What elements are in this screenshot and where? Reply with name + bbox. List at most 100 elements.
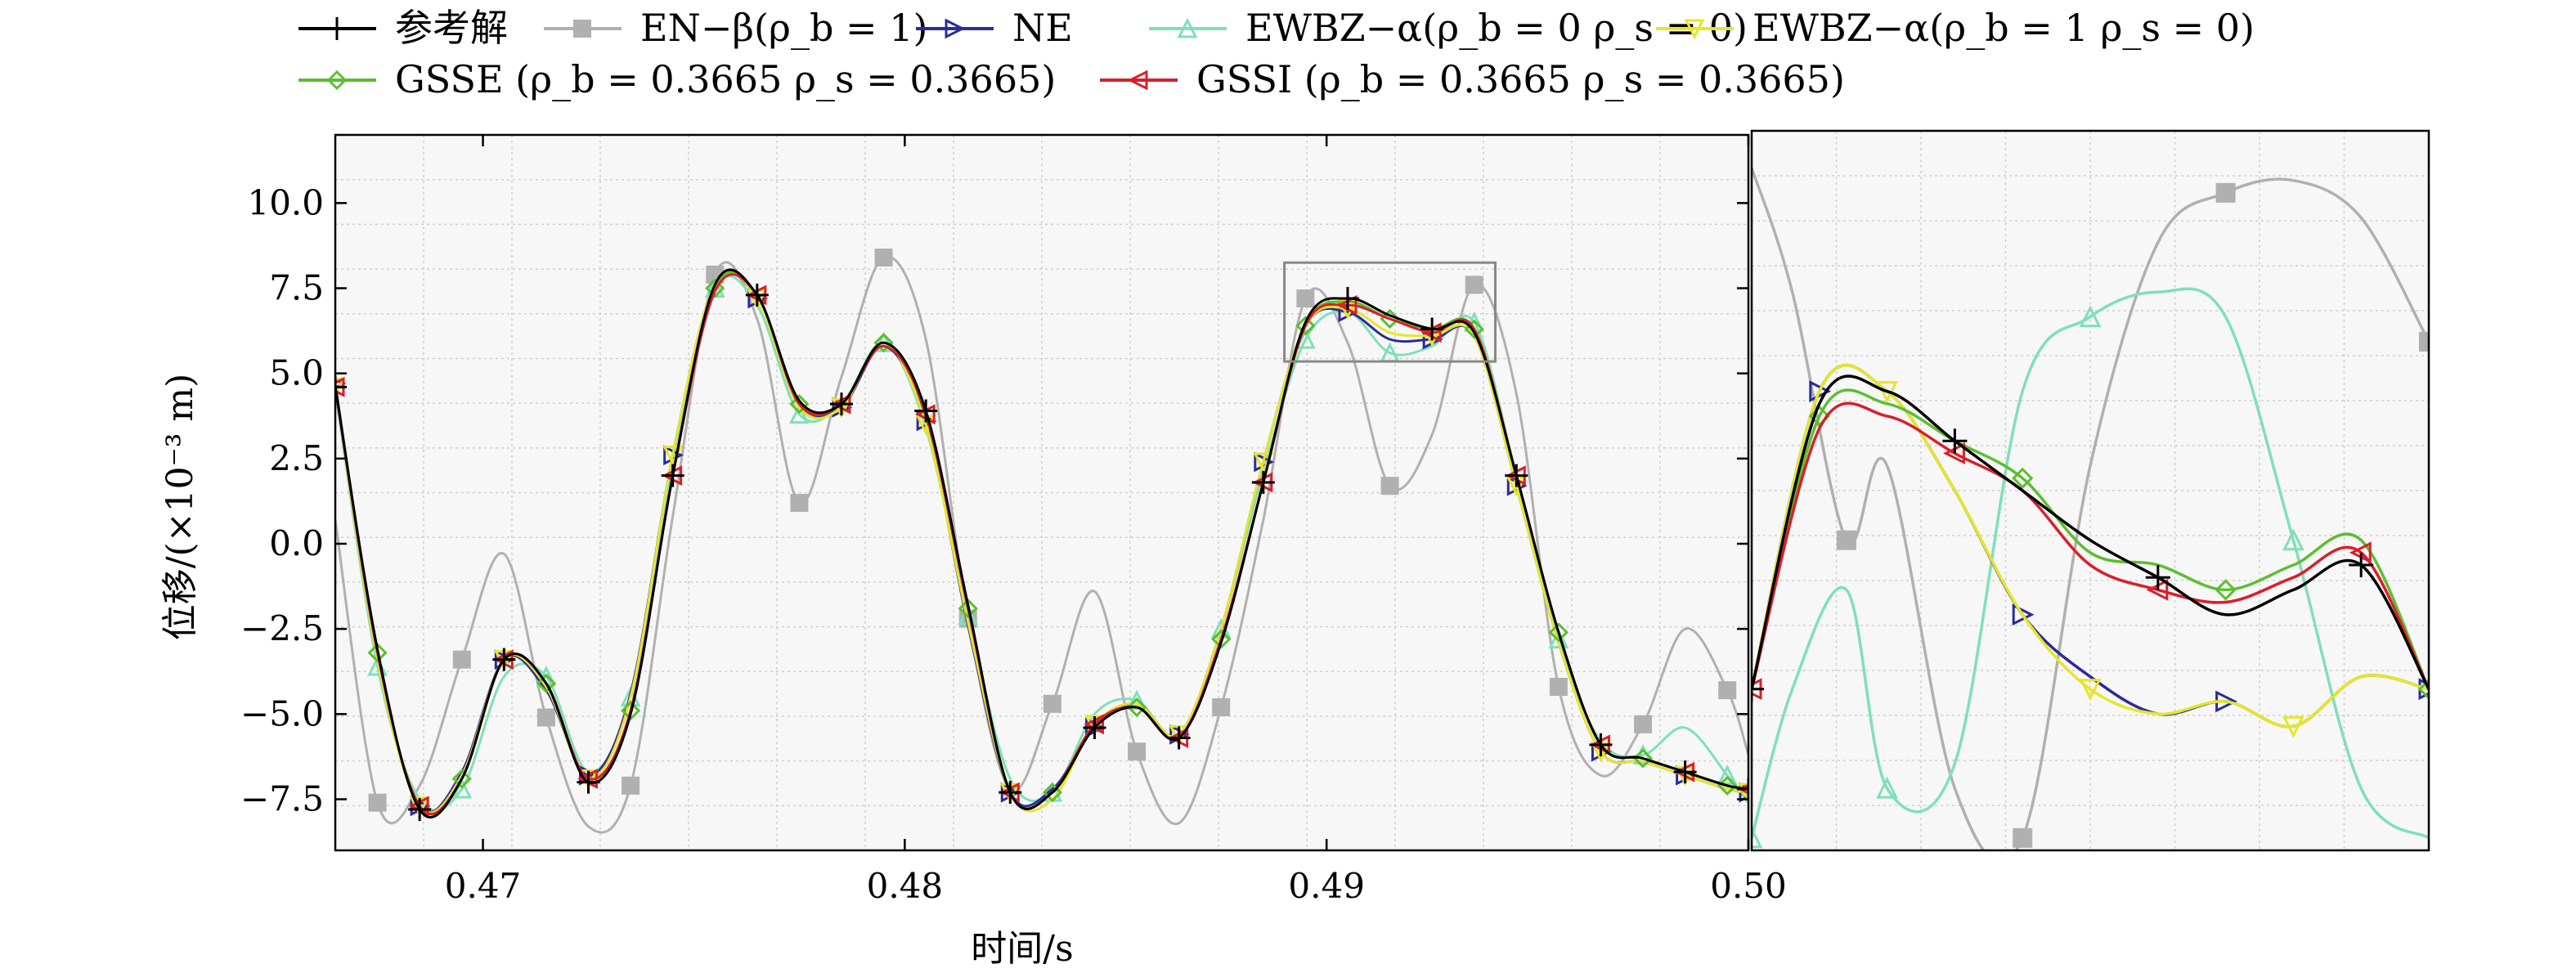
data-point	[1737, 778, 1748, 800]
data-point	[1808, 405, 1830, 428]
data-point	[2215, 182, 2236, 203]
data-point	[874, 249, 893, 267]
data-point	[367, 643, 388, 663]
legend-marker	[325, 17, 348, 40]
data-point	[1335, 287, 1359, 310]
inset-chart	[1750, 129, 2430, 852]
series-line	[335, 255, 1748, 834]
data-point	[1752, 826, 1763, 849]
data-point	[577, 770, 600, 794]
data-point	[1167, 726, 1191, 750]
series-0	[335, 268, 1748, 821]
series-line	[1752, 401, 2429, 690]
data-point	[2012, 603, 2035, 626]
legend-marker	[326, 70, 348, 91]
series-group	[1752, 167, 2429, 850]
data-point	[1752, 676, 1764, 702]
legend-label: 参考解	[395, 6, 508, 50]
data-point	[1505, 464, 1528, 487]
legend-marker	[945, 18, 966, 39]
data-point	[2417, 678, 2429, 700]
data-point	[2419, 331, 2429, 352]
legend-entry: EN−β(ρ_b = 1)	[544, 6, 927, 50]
data-point	[536, 673, 557, 693]
data-point	[1589, 733, 1613, 756]
data-point	[1380, 477, 1399, 495]
y-tick-label: 10.0	[247, 182, 324, 222]
data-point	[873, 333, 894, 353]
y-tick-label: −5.0	[240, 693, 324, 733]
legend-entry: GSSE (ρ_b = 0.3665 ρ_s = 0.3665)	[298, 57, 1056, 101]
series-line	[1752, 287, 2429, 840]
x-tick-label: 0.48	[867, 866, 944, 906]
legend-marker	[1127, 70, 1148, 91]
data-point	[1043, 694, 1061, 713]
data-point	[620, 701, 641, 721]
data-point	[622, 776, 640, 795]
data-point	[1295, 316, 1316, 336]
data-point	[999, 781, 1022, 805]
main-chart: 0.47 0.48 0.49 0.50 10.0 7.5 5.0 2.5 0.0 −2.5 −5.0…	[240, 133, 1787, 906]
legend: 参考解 EN−β(ρ_b = 1) NE EWBZ−α(ρ_b = 0 ρ_s = 0…	[298, 6, 2255, 101]
legend-entry: NE	[916, 6, 1073, 50]
data-point	[2079, 679, 2102, 702]
data-point	[1634, 715, 1653, 733]
y-axis-title: 位移/(×10⁻³ m)	[159, 374, 201, 641]
data-point	[452, 650, 471, 669]
legend-label: NE	[1012, 6, 1073, 50]
data-point	[745, 283, 769, 307]
plot-frame	[334, 133, 1750, 852]
data-point	[1251, 471, 1275, 494]
data-point	[1465, 276, 1483, 294]
y-tick-label: 5.0	[269, 353, 324, 393]
data-point	[451, 769, 472, 789]
series-3	[1752, 287, 2429, 849]
data-point	[1126, 697, 1147, 718]
data-point	[1718, 681, 1737, 700]
data-point	[914, 399, 938, 423]
y-tick-label: 0.0	[269, 523, 324, 563]
x-tick-label: 0.50	[1710, 866, 1787, 906]
x-tick-label: 0.47	[445, 866, 522, 906]
data-point	[409, 796, 430, 818]
y-tick-label: 2.5	[269, 438, 324, 478]
legend-marker	[1177, 17, 1198, 38]
data-point	[1211, 629, 1232, 649]
y-tick-label: −2.5	[240, 608, 324, 648]
data-point	[1673, 760, 1697, 784]
data-point	[1548, 622, 1569, 643]
series-line	[335, 268, 1748, 819]
data-point	[536, 708, 555, 727]
series-line	[1752, 363, 2429, 729]
legend-entry: EWBZ−α(ρ_b = 1 ρ_s = 0)	[1656, 6, 2255, 50]
data-point	[368, 793, 387, 812]
data-point	[1128, 742, 1147, 761]
data-point	[1717, 764, 1738, 785]
axis-ticks: 0.47 0.48 0.49 0.50 10.0 7.5 5.0 2.5 0.0 −2.5 −5.0…	[240, 135, 1787, 906]
data-point	[1083, 716, 1106, 739]
legend-label: EN−β(ρ_b = 1)	[640, 6, 927, 50]
data-point	[451, 778, 473, 799]
data-point	[1836, 530, 1856, 550]
series-line	[1752, 374, 2429, 690]
data-point	[2145, 565, 2170, 590]
data-point	[1420, 317, 1444, 341]
data-point	[1549, 678, 1568, 696]
legend-label: GSSI (ρ_b = 0.3665 ρ_s = 0.3665)	[1196, 57, 1845, 101]
data-point	[2282, 715, 2304, 738]
data-point	[2013, 827, 2033, 848]
data-point	[1632, 748, 1654, 769]
legend-marker	[1684, 19, 1705, 40]
data-point	[1126, 689, 1147, 711]
legend-marker	[573, 20, 591, 38]
data-point	[2012, 467, 2034, 489]
y-tick-label: −7.5	[240, 779, 324, 819]
y-tick-label: 7.5	[269, 268, 324, 308]
x-axis-title: 时间/s	[971, 928, 1073, 970]
legend-label: EWBZ−α(ρ_b = 1 ρ_s = 0)	[1752, 6, 2255, 50]
series-line	[1752, 388, 2429, 690]
data-point	[1296, 289, 1315, 307]
legend-entry: GSSI (ρ_b = 0.3665 ρ_s = 0.3665)	[1100, 57, 1845, 101]
data-point	[661, 464, 684, 487]
